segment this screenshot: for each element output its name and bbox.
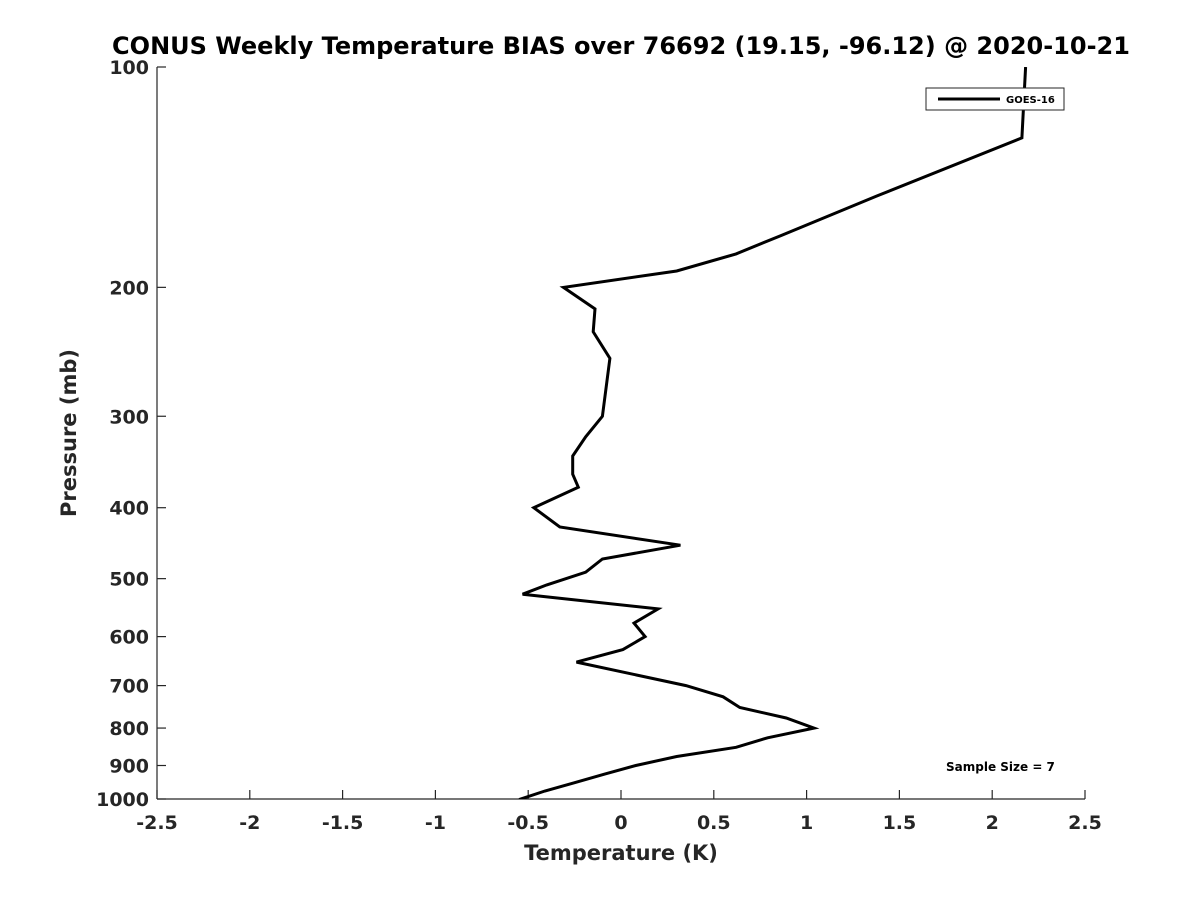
x-tick-label: -2.5	[136, 812, 178, 834]
x-tick-label: 2	[986, 812, 999, 834]
y-tick-label: 300	[109, 406, 149, 428]
chart-title: CONUS Weekly Temperature BIAS over 76692…	[112, 32, 1130, 60]
x-tick-label: 0	[614, 812, 627, 834]
x-tick-label: -1	[425, 812, 446, 834]
y-tick-label: 100	[109, 57, 149, 79]
axis-ticks: -2.5 -2 -1.5 -1 -0.5 0 0.5 1 1.5 2 2.5 100 200 300 400…	[96, 57, 1102, 834]
y-tick-label: 400	[109, 498, 149, 520]
x-tick-label: 0.5	[697, 812, 731, 834]
legend-label: GOES-16	[1006, 95, 1055, 106]
series-group	[518, 67, 1028, 799]
x-axis-label: Temperature (K)	[524, 841, 718, 865]
x-tick-label: -2	[239, 812, 260, 834]
y-tick-label: 600	[109, 627, 149, 649]
x-tick-label: 1.5	[883, 812, 917, 834]
plot-axes	[156, 67, 1085, 800]
x-tick-label: 1	[800, 812, 813, 834]
x-tick-label: -0.5	[507, 812, 549, 834]
legend: GOES-16	[925, 87, 1065, 111]
y-tick-label: 200	[109, 277, 149, 299]
sample-size-annotation: Sample Size = 7	[946, 760, 1055, 774]
y-tick-label: 700	[109, 676, 149, 698]
x-tick-label: 2.5	[1068, 812, 1102, 834]
x-tick-label: -1.5	[322, 812, 364, 834]
y-axis-label: Pressure (mb)	[57, 349, 81, 517]
series-line-goes-16	[518, 67, 1028, 799]
y-tick-label: 500	[109, 569, 149, 591]
y-tick-label: 800	[109, 718, 149, 740]
y-tick-label: 900	[109, 756, 149, 778]
y-tick-label: 1000	[96, 789, 149, 811]
